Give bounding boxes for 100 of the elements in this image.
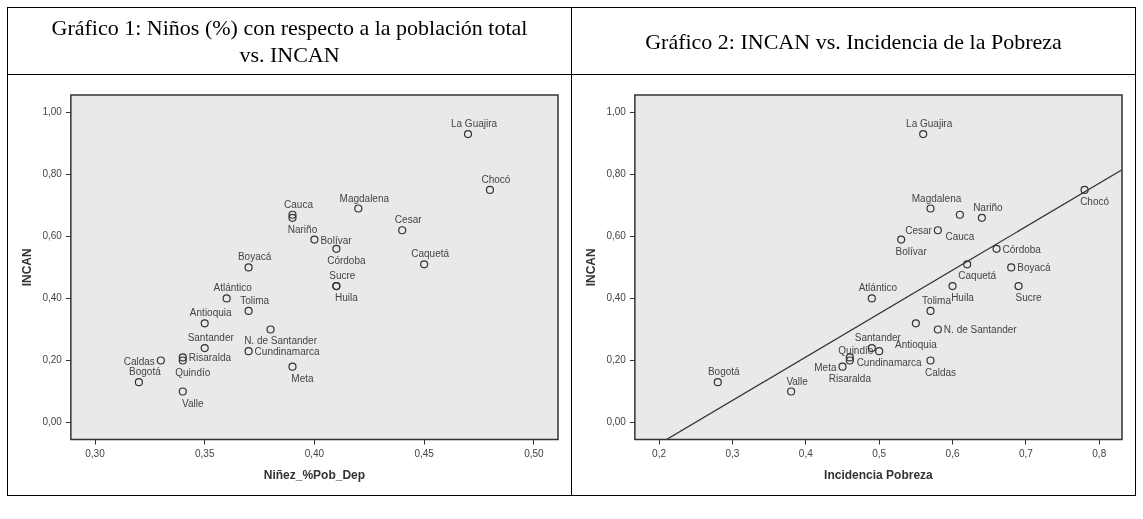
annotation: Huila: [951, 292, 975, 304]
annotation: Risaralda: [828, 373, 872, 385]
annotation: Magdalena: [911, 192, 962, 204]
point: [897, 235, 906, 244]
x-axis-title: Incidencia Pobreza: [824, 468, 934, 483]
annotation: Caquetá: [411, 248, 450, 260]
x-tick-label: 0,30: [85, 448, 106, 460]
annotation: Córdoba: [327, 254, 366, 266]
point: [1014, 281, 1023, 291]
chart-title: Gráfico 2: INCAN vs. Incidencia de la Pobreza: [645, 27, 1062, 55]
point: [420, 260, 429, 269]
annotation: Valle: [786, 375, 809, 387]
point: [200, 344, 209, 353]
annotation: Bolívar: [895, 245, 928, 257]
annotation: Quindío: [838, 344, 874, 356]
annotation: Chocó: [1080, 195, 1110, 207]
point: [178, 356, 187, 365]
annotation: Sucre: [1015, 292, 1043, 304]
point: [926, 204, 935, 213]
annotation: Meta: [814, 361, 837, 373]
point: [933, 325, 942, 334]
annotation: N. de Santander: [244, 335, 318, 347]
y-tick-label: 0,60: [606, 230, 627, 242]
y-tick-label: 0,20: [606, 354, 627, 366]
annotation: Atlántico: [858, 282, 898, 294]
annotation: Nariño: [287, 223, 318, 235]
annotation: Atlántico: [213, 282, 253, 294]
annotation: La Guajira: [906, 118, 953, 130]
point: [200, 319, 209, 328]
point: [845, 356, 854, 365]
point: [178, 387, 187, 396]
point: [354, 204, 363, 213]
y-axis-title: INCAN: [583, 248, 598, 287]
y-tick-label: 0,40: [42, 292, 63, 304]
annotation: Córdoba: [1002, 243, 1042, 255]
x-tick-label: 0,50: [524, 448, 545, 460]
point: [222, 294, 231, 303]
annotation: Meta: [291, 372, 315, 384]
y-tick-label: 0,20: [42, 354, 63, 366]
point: [288, 210, 297, 219]
annotation: Chocó: [481, 173, 511, 185]
y-tick-label: 0,40: [606, 292, 627, 304]
annotation: Boyacá: [237, 251, 272, 263]
annotation: Risaralda: [188, 352, 232, 364]
point: [948, 281, 957, 291]
x-tick-label: 0,45: [414, 448, 435, 460]
point: [156, 356, 165, 365]
point: [1007, 263, 1016, 272]
annotation: Huila: [334, 292, 359, 304]
y-tick-label: 1,00: [606, 106, 627, 118]
point: [1080, 185, 1089, 195]
annotation: Cesar: [394, 214, 423, 226]
x-tick-label: 0,6: [945, 448, 960, 460]
x-tick-label: 0,35: [194, 448, 215, 460]
y-tick-label: 0,80: [42, 168, 63, 180]
point: [992, 244, 1001, 253]
point: [875, 347, 884, 356]
point: [867, 294, 876, 303]
point: [787, 387, 796, 396]
x-tick-label: 0,5: [872, 448, 887, 460]
x-tick-label: 0,8: [1092, 448, 1107, 460]
point: [911, 319, 920, 328]
annotation: Caldas: [924, 366, 957, 378]
y-tick-label: 0,00: [42, 416, 63, 428]
annotation: Bolívar: [320, 234, 353, 246]
annotation: Quindío: [175, 366, 211, 378]
annotation: Bogotá: [707, 366, 741, 378]
point: [244, 306, 253, 315]
annotation: Nariño: [973, 201, 1004, 213]
annotation: Caquetá: [958, 270, 997, 282]
annotation: Tolima: [240, 294, 270, 306]
x-tick-label: 0,40: [304, 448, 325, 460]
x-tick-label: 0,2: [652, 448, 667, 460]
point: [955, 210, 964, 219]
point: [926, 306, 935, 315]
x-tick-label: 0,7: [1018, 448, 1034, 460]
x-axis-title: Niñez_%Pob_Dep: [263, 468, 366, 483]
y-tick-label: 0,80: [606, 168, 627, 180]
point: [288, 213, 297, 222]
point: [919, 129, 928, 139]
point: [288, 362, 297, 371]
annotation: Tolima: [922, 294, 952, 306]
annotation: Magdalena: [339, 192, 390, 204]
point: [310, 235, 319, 244]
annotation: Valle: [182, 397, 204, 409]
y-tick-label: 0,00: [606, 416, 627, 428]
point: [485, 185, 495, 195]
point: [398, 226, 407, 235]
chart-title: Gráfico 1: Niños (%) con respecto a la población total vs. INCAN: [50, 14, 529, 68]
y-axis-title: INCAN: [19, 248, 34, 287]
point: [332, 244, 341, 253]
annotation: Boyacá: [1017, 262, 1052, 274]
annotation: Cesar: [905, 225, 933, 237]
annotation: Cundinamarca: [254, 346, 321, 358]
point: [134, 378, 143, 387]
annotation: La Guajira: [450, 118, 498, 130]
point: [977, 213, 986, 222]
annotation: Sucre: [329, 270, 356, 282]
annotation: Santander: [187, 332, 235, 344]
x-tick-label: 0,4: [798, 448, 814, 460]
